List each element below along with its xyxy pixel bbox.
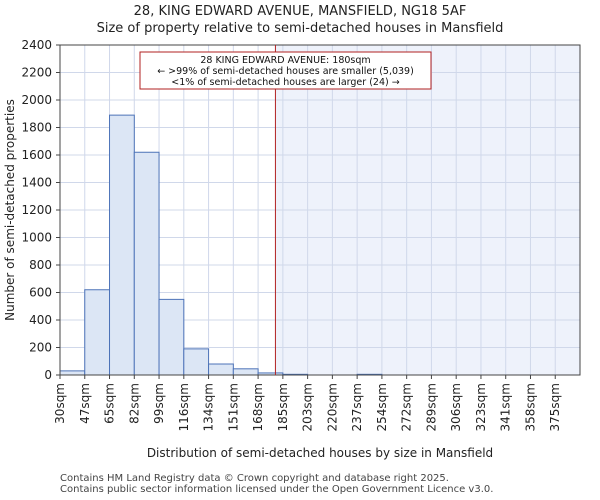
y-tick-label: 2200 — [21, 66, 52, 80]
annotation-line: 28 KING EDWARD AVENUE: 180sqm — [200, 55, 370, 66]
footer-line1: Contains HM Land Registry data © Crown c… — [60, 473, 449, 484]
x-tick-label: 272sqm — [400, 383, 414, 431]
y-tick-label: 2000 — [21, 93, 52, 107]
x-tick-label: 82sqm — [127, 383, 141, 424]
x-tick-label: 289sqm — [424, 383, 438, 431]
x-tick-label: 185sqm — [276, 383, 290, 431]
y-tick-label: 1400 — [21, 176, 52, 190]
x-tick-label: 237sqm — [350, 383, 364, 431]
y-tick-label: 2400 — [21, 38, 52, 52]
bar — [133, 151, 160, 376]
x-tick-label: 99sqm — [152, 383, 166, 424]
bar — [232, 368, 259, 376]
x-tick-label: 134sqm — [202, 383, 216, 431]
annotation-box — [139, 51, 432, 90]
x-tick-label: 375sqm — [548, 383, 562, 431]
y-tick-label: 1800 — [21, 121, 52, 135]
y-tick-label: 1200 — [21, 203, 52, 217]
chart-title: 28, KING EDWARD AVENUE, MANSFIELD, NG18 … — [0, 3, 600, 37]
x-tick-label: 168sqm — [251, 383, 265, 431]
y-axis-title: Number of semi-detached properties — [3, 99, 17, 321]
y-tick-label: 0 — [44, 368, 52, 382]
annotation-line: <1% of semi-detached houses are larger (… — [171, 77, 399, 88]
x-tick-label: 306sqm — [449, 383, 463, 431]
bar — [158, 298, 185, 376]
bar — [208, 363, 234, 376]
attribution-footer: Contains HM Land Registry data © Crown c… — [60, 473, 493, 495]
annotation-line: ← >99% of semi-detached houses are small… — [157, 66, 414, 77]
x-tick-label: 151sqm — [226, 383, 240, 431]
x-tick-label: 341sqm — [499, 383, 513, 431]
y-tick-label: 1000 — [21, 231, 52, 245]
y-tick-label: 1600 — [21, 148, 52, 162]
x-tick-label: 323sqm — [474, 383, 488, 431]
bar — [84, 289, 111, 376]
y-tick-label: 400 — [29, 313, 52, 327]
x-tick-label: 116sqm — [177, 383, 191, 431]
y-tick-label: 200 — [29, 341, 52, 355]
x-tick-label: 65sqm — [103, 383, 117, 424]
footer-line2: Contains public sector information licen… — [60, 484, 494, 495]
x-tick-label: 203sqm — [301, 383, 315, 431]
x-tick-label: 254sqm — [375, 383, 389, 431]
y-tick-label: 600 — [29, 286, 52, 300]
bar — [59, 370, 86, 376]
x-tick-label: 30sqm — [53, 383, 67, 424]
bar — [183, 348, 210, 376]
bar — [109, 114, 135, 376]
y-tick-label: 800 — [29, 258, 52, 272]
x-axis-title: Distribution of semi-detached houses by … — [147, 446, 493, 460]
x-tick-label: 358sqm — [523, 383, 537, 431]
chart-title-line1: 28, KING EDWARD AVENUE, MANSFIELD, NG18 … — [133, 4, 467, 19]
x-tick-label: 47sqm — [78, 383, 92, 424]
chart-subtitle: Size of property relative to semi-detach… — [96, 21, 504, 36]
x-tick-label: 220sqm — [325, 383, 339, 431]
